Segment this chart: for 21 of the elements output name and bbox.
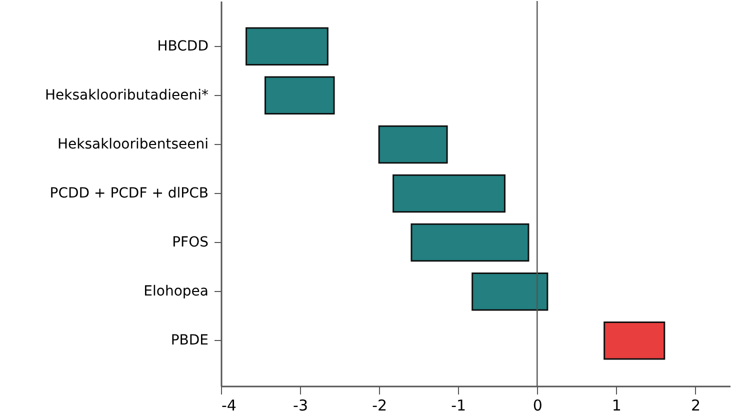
bar (472, 272, 548, 311)
y-tick-label: PCDD + PCDF + dlPCB (50, 186, 208, 202)
x-tick-label: -4 (222, 396, 236, 414)
bar (378, 125, 448, 164)
y-tick-label: PFOS (172, 234, 209, 251)
x-tick-label: 2 (690, 396, 700, 414)
y-tick-label: Heksaklooributadieeni* (45, 87, 208, 104)
y-tick-label: HBCDD (157, 38, 208, 54)
bar (392, 174, 506, 213)
x-tick-label: -1 (451, 396, 466, 414)
x-tick-label: -3 (293, 396, 308, 414)
y-tick-label: Heksaklooribentseeni (57, 136, 208, 152)
bar (410, 223, 530, 262)
bar (264, 76, 335, 115)
y-tick-label: PBDE (170, 332, 208, 349)
x-tick-label: 1 (612, 396, 622, 414)
x-tick-label: -2 (372, 396, 388, 414)
bar (246, 27, 328, 66)
y-tick-label: Elohopea (144, 284, 208, 300)
bar (604, 321, 666, 360)
x-tick-label: 0 (532, 396, 542, 414)
